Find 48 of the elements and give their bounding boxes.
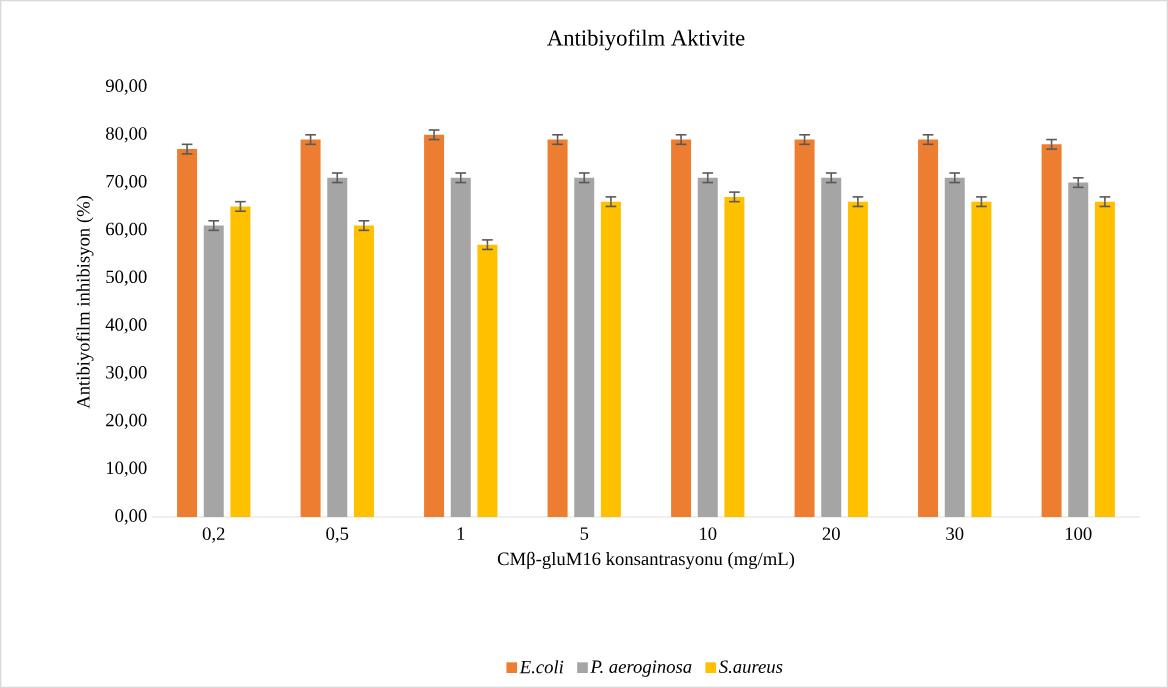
y-tick-label: 10,00	[106, 461, 147, 477]
y-axis-title: Antibiyofilm inhibisyon (%)	[76, 195, 94, 409]
bar	[821, 177, 842, 517]
bar	[794, 139, 815, 517]
bar	[424, 134, 445, 517]
y-tick-label: 20,00	[106, 413, 147, 430]
bar	[327, 177, 348, 517]
bar	[1094, 201, 1115, 517]
legend-label: S.aureus	[718, 660, 783, 674]
bar	[230, 206, 251, 517]
bar	[847, 201, 868, 517]
x-tick-label: 0,5	[326, 527, 349, 543]
bar	[300, 139, 321, 517]
bar	[1068, 182, 1089, 517]
bar	[971, 201, 992, 517]
bar	[177, 149, 198, 517]
bar	[671, 139, 692, 517]
y-tick-label: 30,00	[106, 366, 147, 382]
bar	[477, 244, 498, 517]
bar	[450, 177, 471, 517]
x-tick-label: 100	[1065, 527, 1092, 540]
bar	[1041, 144, 1062, 517]
y-tick-label: 80,00	[106, 127, 147, 143]
y-tick-label: 50,00	[106, 270, 147, 286]
y-tick-label: 70,00	[106, 174, 147, 191]
x-tick-label: 0,2	[202, 527, 225, 543]
y-tick-label: 40,00	[105, 318, 147, 334]
chart-title: Antibiyofilm Aktivite	[547, 29, 745, 51]
x-tick-label: 5	[580, 527, 589, 540]
bar	[353, 225, 374, 517]
bar	[918, 139, 939, 517]
x-axis-title: CMβ-gluM16 konsantrasyonu (mg/mL)	[497, 551, 795, 570]
bar	[600, 201, 621, 517]
legend-label: P. aeroginosa	[590, 660, 692, 677]
bar	[697, 177, 718, 517]
legend-label: E.coli	[519, 660, 564, 674]
x-tick-label: 10	[700, 527, 717, 540]
x-tick-label: 1	[457, 527, 465, 540]
bar	[547, 139, 568, 517]
x-tick-label: 30	[946, 527, 964, 540]
bar	[724, 196, 745, 517]
y-tick-label: 0,00	[115, 509, 147, 525]
y-tick-label: 60,00	[106, 222, 147, 238]
bar	[203, 225, 224, 517]
y-tick-label: 90,00	[105, 79, 147, 95]
bar	[944, 177, 965, 517]
x-tick-label: 20	[822, 527, 840, 540]
bar	[574, 177, 595, 517]
